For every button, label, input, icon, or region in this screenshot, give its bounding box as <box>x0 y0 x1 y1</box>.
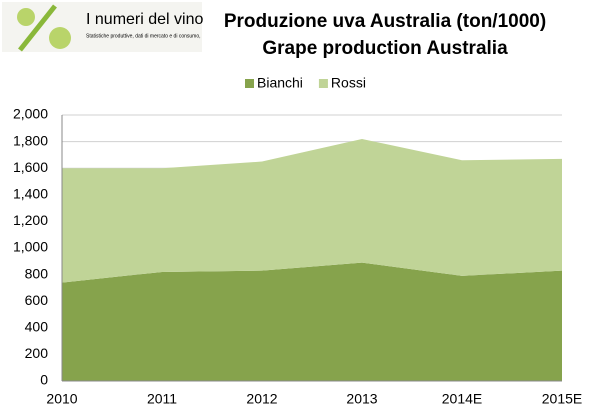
area <box>62 262 562 381</box>
area <box>62 138 562 283</box>
logo-grape <box>49 27 71 49</box>
x-tick-label: 2012 <box>246 391 277 407</box>
logo-name: I numeri del vino <box>86 11 203 28</box>
y-tick-label: 0 <box>40 372 48 388</box>
y-tick-label: 1,800 <box>13 132 48 148</box>
x-tick-label: 2010 <box>46 391 77 407</box>
legend-swatch <box>245 79 254 88</box>
logo-slash <box>18 4 57 52</box>
x-tick-label: 2015E <box>542 391 582 407</box>
chart-subtitle: Grape production Australia <box>262 38 508 59</box>
y-tick-label: 1,000 <box>13 239 48 255</box>
x-tick-label: 2013 <box>346 391 377 407</box>
y-tick-label: 800 <box>25 265 49 281</box>
chart-title: Produzione uva Australia (ton/1000) <box>224 11 546 32</box>
y-tick-label: 1,400 <box>13 186 48 202</box>
x-tick-label: 2014E <box>442 391 482 407</box>
y-tick-label: 2,000 <box>13 106 48 122</box>
legend-label: Rossi <box>331 75 366 91</box>
y-tick-label: 400 <box>25 319 49 335</box>
x-tick-label: 2011 <box>147 391 177 407</box>
legend-swatch <box>318 79 328 88</box>
legend-label: Bianchi <box>257 75 303 91</box>
logo: I numeri del vino Statistiche produttive… <box>2 2 203 52</box>
y-tick-label: 200 <box>25 345 49 361</box>
logo-tagline: Statistiche produttive, dati di mercato … <box>86 33 201 39</box>
logo-grape <box>17 8 35 26</box>
y-tick-label: 600 <box>25 292 49 308</box>
y-tick-label: 1,200 <box>13 212 48 228</box>
y-tick-label: 1,600 <box>13 159 48 175</box>
